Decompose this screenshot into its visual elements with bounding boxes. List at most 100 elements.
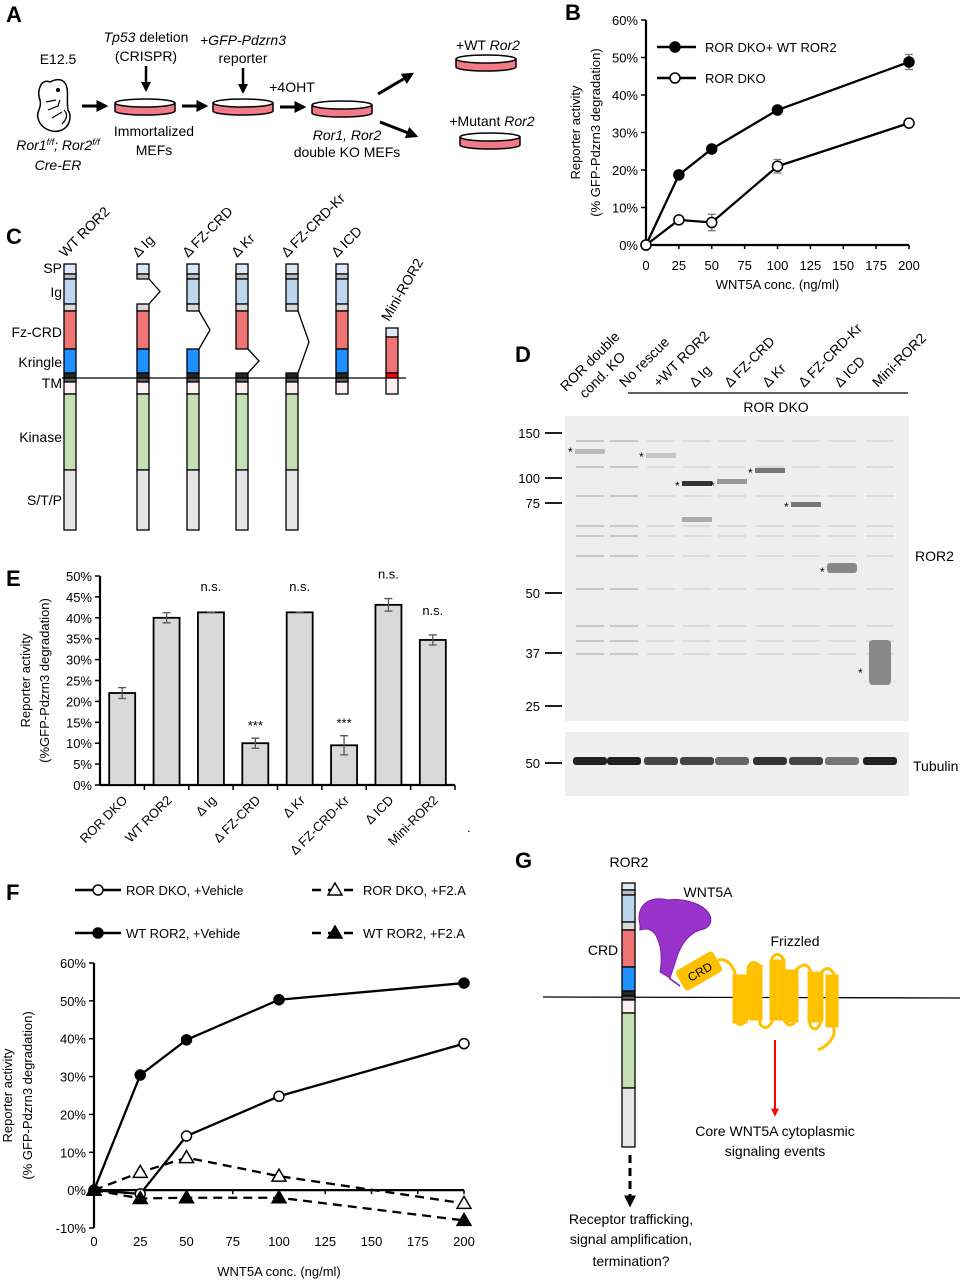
genotype-line-1: Ror1f/f; Ror2f/f xyxy=(16,137,101,153)
y-tick-label: 60% xyxy=(60,956,86,971)
lane-label: Mini-ROR2 xyxy=(869,330,929,390)
domain-J xyxy=(186,381,200,395)
x-category-label: WT ROR2 xyxy=(122,793,175,846)
rescue-wt-label: +WT Ror2 xyxy=(456,37,520,53)
domain-g1 xyxy=(235,273,249,280)
tubulin-band xyxy=(789,757,823,765)
background-band xyxy=(866,525,894,527)
domain-J xyxy=(285,381,299,395)
domain-K xyxy=(285,393,299,471)
y-axis-label-2: (%GFP-Pdzrn3 degradation) xyxy=(37,598,52,763)
domain-STP xyxy=(285,469,299,531)
x-category-label: Δ FZ-CRD xyxy=(210,793,263,846)
y-tick-label: 50% xyxy=(612,51,638,66)
legend-label: ROR DKO, +F2.A xyxy=(363,883,466,898)
deletion-kink xyxy=(198,310,211,350)
background-band xyxy=(576,555,604,557)
domain-g1 xyxy=(136,273,150,280)
deletion-kink xyxy=(297,310,310,374)
background-band xyxy=(828,640,856,642)
error-bar xyxy=(251,737,260,749)
ror2-band xyxy=(827,563,857,573)
background-band xyxy=(718,525,746,527)
bar-2 xyxy=(197,611,225,786)
y-tick-label: 35% xyxy=(66,632,92,647)
y-axis-label-1: Reporter activity xyxy=(0,1048,15,1142)
y-tick-label: -10% xyxy=(56,1221,87,1236)
data-point xyxy=(270,1167,288,1182)
x-category-label: ROR DKO xyxy=(77,793,131,847)
ror2-band xyxy=(646,453,676,458)
error-bar xyxy=(162,612,171,624)
legend-marker xyxy=(326,924,344,939)
domain-SP xyxy=(285,263,299,275)
data-point xyxy=(134,1069,146,1081)
domain-TM1 xyxy=(63,372,77,379)
wnt5a-lipid xyxy=(668,977,681,987)
background-band xyxy=(683,440,711,442)
domain-SP xyxy=(63,263,77,275)
background-band xyxy=(718,555,746,557)
background-band xyxy=(576,625,604,627)
domain-J xyxy=(63,381,77,395)
x-tick-label: 200 xyxy=(898,258,920,273)
series-line-1 xyxy=(645,122,910,246)
domain-K xyxy=(235,393,249,471)
x-category-label: Δ ICD xyxy=(362,793,397,828)
background-band xyxy=(756,625,784,627)
background-band xyxy=(610,653,638,655)
step1-result-2: MEFs xyxy=(136,142,173,158)
x-tick-label: 125 xyxy=(800,258,822,273)
tubulin-band xyxy=(607,757,641,765)
domain-g2 xyxy=(186,303,200,312)
x-tick-label: 100 xyxy=(767,258,789,273)
domain-g1 xyxy=(335,273,349,280)
band-asterisk: * xyxy=(858,666,863,680)
domain-TM1 xyxy=(186,372,200,379)
y-tick-label: 45% xyxy=(66,590,92,605)
significance-label: n.s. xyxy=(289,579,310,594)
dish-rim xyxy=(212,98,274,108)
background-band xyxy=(792,625,820,627)
band-asterisk: * xyxy=(710,479,715,493)
legend-marker xyxy=(326,881,344,896)
significance-label: n.s. xyxy=(200,579,221,594)
x-tick-label: 75 xyxy=(226,1234,240,1249)
data-point xyxy=(455,1194,473,1210)
data-point xyxy=(706,216,718,229)
y-tick-label: 30% xyxy=(60,1070,86,1085)
construct-0 xyxy=(63,263,77,531)
background-band xyxy=(647,466,675,468)
background-band xyxy=(576,535,604,537)
background-band xyxy=(792,640,820,642)
step3-result-2: double KO MEFs xyxy=(294,144,401,160)
domain-STP xyxy=(63,469,77,531)
y-tick-label: 0% xyxy=(73,778,92,793)
wnt5a-label: WNT5A xyxy=(684,884,734,900)
legend-marker xyxy=(669,41,681,53)
ror2-band xyxy=(575,449,605,454)
y-axis-label-2: (% GFP-Pdzrn3 degradation) xyxy=(588,48,603,216)
marker-label: 150 xyxy=(518,426,540,441)
background-band xyxy=(828,440,856,442)
background-band xyxy=(647,525,675,527)
band-asterisk: * xyxy=(748,466,753,480)
y-tick-label: 5% xyxy=(73,757,92,772)
background-band xyxy=(828,588,856,590)
arrow-wt-rescue xyxy=(377,72,415,96)
domain-TM1 xyxy=(285,372,299,379)
domain-K xyxy=(63,393,77,471)
panel-a: A E12.5 Ror1f/f; Ror2f/f Cre-ER Tp53 del… xyxy=(6,2,535,173)
y-tick-label: 0% xyxy=(619,238,638,253)
background-band xyxy=(792,440,820,442)
background-band xyxy=(866,588,894,590)
background-band xyxy=(576,495,604,497)
x-tick-label: 150 xyxy=(832,258,854,273)
x-tick-label: 175 xyxy=(407,1234,429,1249)
ror2-band xyxy=(682,517,712,522)
x-tick-label: 150 xyxy=(361,1234,383,1249)
ror2-domain xyxy=(621,1087,636,1148)
x-tick-label: 175 xyxy=(865,258,887,273)
dish-immortalized xyxy=(114,98,176,116)
background-band xyxy=(828,625,856,627)
